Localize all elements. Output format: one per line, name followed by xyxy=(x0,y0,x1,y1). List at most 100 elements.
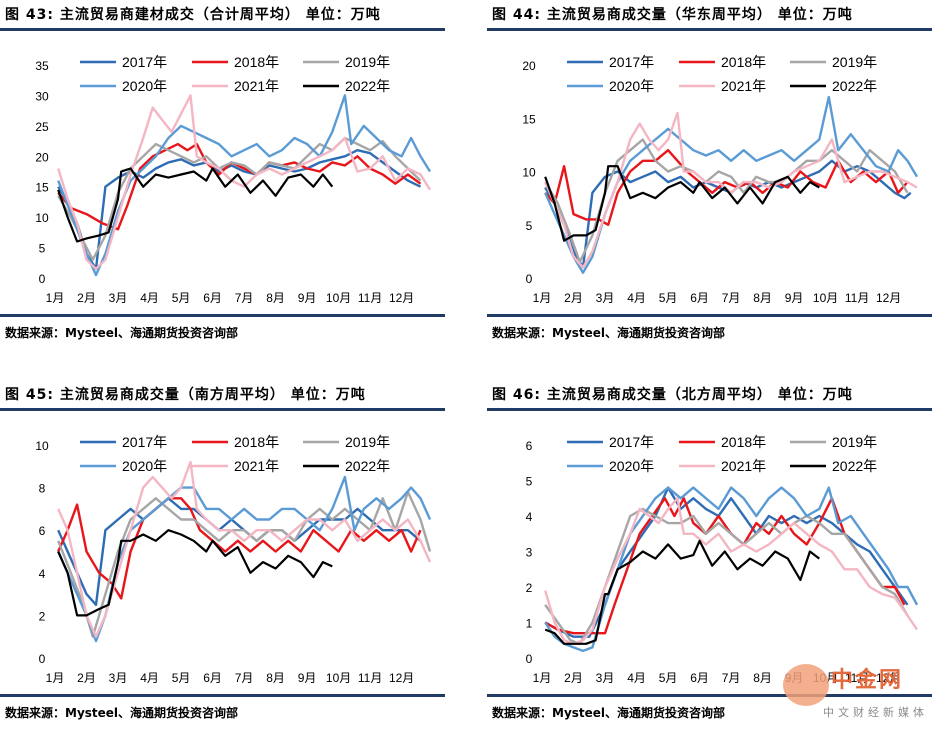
source-divider xyxy=(0,314,445,317)
watermark-subtitle: 中文财经新媒体 xyxy=(823,706,928,719)
legend-label: 2020年 xyxy=(122,78,167,94)
x-tick-label: 5月 xyxy=(659,291,678,305)
x-tick-label: 1月 xyxy=(533,671,552,685)
watermark-logo-icon xyxy=(783,664,829,706)
chart-panel-south: 图 45: 主流贸易商成交量（南方周平均） 单位：万吨 0 2 4 6 8 10 1月 2月 3… xyxy=(0,380,445,740)
x-tick-label: 10月 xyxy=(326,671,351,685)
y-tick-label: 10 xyxy=(35,439,49,453)
y-tick-label: 35 xyxy=(35,59,49,73)
x-tick-label: 1月 xyxy=(533,291,552,305)
series-line-2021 xyxy=(544,497,918,645)
x-tick-label: 3月 xyxy=(109,291,128,305)
y-tick-label: 2 xyxy=(526,581,533,595)
x-tick-label: 8月 xyxy=(753,291,772,305)
series-line-2018 xyxy=(57,142,422,231)
legend-label: 2018年 xyxy=(721,434,766,450)
y-tick-label: 0 xyxy=(526,652,533,666)
chart-panel-north: 图 46: 主流贸易商成交量（北方周平均） 单位：万吨 0 1 2 3 4 5 6 1月 2月 3… xyxy=(487,380,932,740)
y-tick-label: 20 xyxy=(522,59,536,73)
x-tick-label: 5月 xyxy=(659,671,678,685)
source-divider xyxy=(0,694,445,697)
legend-label: 2022年 xyxy=(832,78,877,94)
x-tick-label: 12月 xyxy=(876,671,901,685)
x-tick-label: 11月 xyxy=(845,671,869,685)
x-tick-label: 7月 xyxy=(722,671,741,685)
x-tick-label: 2月 xyxy=(77,671,96,685)
legend-label: 2017年 xyxy=(609,54,654,70)
y-tick-label: 5 xyxy=(39,242,46,256)
title-divider xyxy=(0,28,445,31)
series-line-2018 xyxy=(544,148,909,227)
series-line-2022 xyxy=(544,165,820,242)
title-divider xyxy=(0,408,445,411)
y-tick-label: 4 xyxy=(39,567,46,581)
source-divider xyxy=(487,314,932,317)
x-tick-label: 12月 xyxy=(389,671,414,685)
series-line-2022 xyxy=(544,539,820,645)
x-tick-label: 2月 xyxy=(564,291,583,305)
x-tick-label: 7月 xyxy=(235,671,254,685)
y-tick-label: 3 xyxy=(526,546,533,560)
line-chart-north: 01234561月2月3月4月5月6月7月8月9月10月11月12月2017年2… xyxy=(526,434,919,685)
series-line-2021 xyxy=(57,94,432,271)
series-line-2017 xyxy=(57,148,422,271)
y-tick-label: 4 xyxy=(526,510,533,524)
legend-label: 2018年 xyxy=(234,434,279,450)
x-tick-label: 2月 xyxy=(77,291,96,305)
x-tick-label: 10月 xyxy=(813,291,838,305)
x-tick-label: 4月 xyxy=(627,671,646,685)
legend-label: 2022年 xyxy=(345,458,390,474)
x-tick-label: 1月 xyxy=(46,291,65,305)
legend-label: 2017年 xyxy=(122,434,167,450)
y-tick-label: 25 xyxy=(35,120,49,134)
series-line-2020 xyxy=(544,486,919,653)
series-line-2021 xyxy=(544,111,918,269)
y-tick-label: 0 xyxy=(39,652,46,666)
watermark: 中金网 中文财经新媒体 xyxy=(783,662,933,726)
legend-label: 2019年 xyxy=(345,54,390,70)
source-divider xyxy=(487,694,932,697)
y-tick-label: 8 xyxy=(39,482,46,496)
series-line-2022 xyxy=(57,529,333,617)
chart-title: 图 46: 主流贸易商成交量（北方周平均） 单位：万吨 xyxy=(492,387,853,403)
y-tick-label: 6 xyxy=(526,439,533,453)
legend-label: 2022年 xyxy=(345,78,390,94)
line-chart-south: 0 2 4 6 8 10 1月 2月 3月 4月 5月 6月 7月 8月 9月 10月 11月 12月 2017年 2… xyxy=(35,434,432,685)
x-tick-label: 11月 xyxy=(358,291,382,305)
x-tick-label: 4月 xyxy=(627,291,646,305)
series-line-2019 xyxy=(57,136,422,261)
x-tick-label: 12月 xyxy=(389,291,414,305)
legend-label: 2021年 xyxy=(234,458,279,474)
chart-panel-east: 图 44: 主流贸易商成交量（华东周平均） 单位：万吨 0 5 10 15 20 1月 2月… xyxy=(487,0,932,360)
y-tick-label: 5 xyxy=(526,219,533,233)
y-tick-label: 15 xyxy=(522,112,536,126)
x-tick-label: 8月 xyxy=(266,671,285,685)
legend-label: 2021年 xyxy=(721,78,766,94)
x-tick-label: 3月 xyxy=(596,671,615,685)
legend-label: 2019年 xyxy=(832,434,877,450)
x-tick-label: 10月 xyxy=(326,291,351,305)
y-tick-label: 5 xyxy=(526,475,533,489)
x-tick-label: 12月 xyxy=(876,291,901,305)
series-line-2019 xyxy=(57,490,432,638)
chart-title: 图 43: 主流贸易商建材成交（合计周平均） 单位：万吨 xyxy=(5,7,381,23)
data-source: 数据来源：Mysteel、海通期货投资咨询部 xyxy=(492,706,726,720)
y-tick-label: 15 xyxy=(35,181,49,195)
series-line-2020 xyxy=(57,94,432,277)
chart-title: 图 44: 主流贸易商成交量（华东周平均） 单位：万吨 xyxy=(492,7,853,23)
x-tick-label: 6月 xyxy=(203,671,222,685)
legend-label: 2021年 xyxy=(721,458,766,474)
x-tick-label: 11月 xyxy=(358,671,382,685)
title-divider xyxy=(487,28,932,31)
y-tick-label: 0 xyxy=(526,272,533,286)
legend-label: 2020年 xyxy=(122,458,167,474)
series-line-2018 xyxy=(544,497,906,635)
x-tick-label: 6月 xyxy=(690,671,709,685)
series-line-2017 xyxy=(544,486,909,638)
title-divider xyxy=(487,408,932,411)
legend-label: 2020年 xyxy=(609,78,654,94)
y-tick-label: 20 xyxy=(35,150,49,164)
x-tick-label: 9月 xyxy=(785,291,804,305)
x-tick-label: 4月 xyxy=(140,291,159,305)
x-tick-label: 7月 xyxy=(722,291,741,305)
